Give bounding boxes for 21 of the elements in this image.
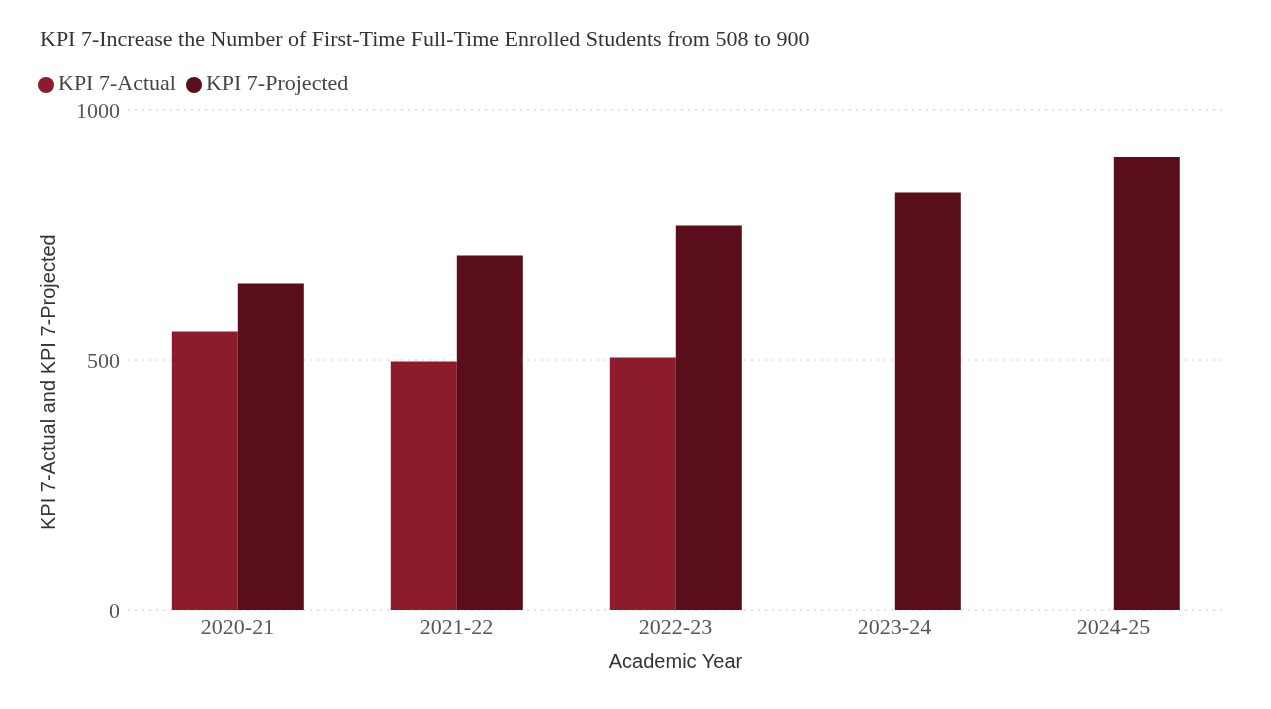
bar [171, 331, 238, 610]
bar [675, 225, 742, 610]
x-tick-label: 2020-21 [200, 613, 275, 639]
bar [456, 255, 523, 610]
chart-title: KPI 7-Increase the Number of First-Time Full-Time Enrolled Students from 508 to 900 [39, 25, 811, 53]
y-tick-label: 0 [109, 597, 120, 623]
x-tick-label: 2024-25 [1076, 613, 1151, 639]
x-tick-label: 2021-22 [419, 613, 494, 639]
y-tick-label: 500 [87, 347, 120, 373]
legend-label: KPI 7-Actual [58, 70, 176, 95]
bar [1113, 157, 1180, 610]
x-tick-label: 2022-23 [638, 613, 713, 639]
y-tick-label: 1000 [76, 97, 120, 123]
x-axis-title: Academic Year [608, 650, 743, 672]
x-tick-label: 2023-24 [857, 613, 932, 639]
y-axis-title: KPI 7-Actual and KPI 7-Projected [37, 234, 60, 530]
bar [390, 361, 457, 610]
bar [894, 192, 961, 610]
legend-label: KPI 7-Projected [205, 70, 349, 95]
bar [609, 357, 676, 610]
bar [237, 283, 304, 610]
